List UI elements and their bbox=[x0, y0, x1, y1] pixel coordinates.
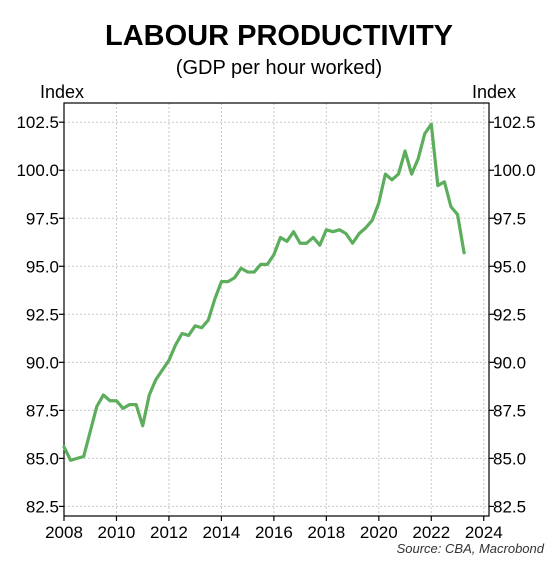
x-tick-label: 2024 bbox=[465, 523, 503, 542]
y-tick-label-left: 85.0 bbox=[26, 449, 59, 468]
y-tick-label-left: 95.0 bbox=[26, 257, 59, 276]
x-axis: 2008 2010 2012 2014 2016 2018 2020 2022 2024 bbox=[45, 516, 503, 542]
y-tick-label-right: 100.0 bbox=[493, 161, 536, 180]
gridlines bbox=[63, 103, 489, 516]
y-tick-label-left: 100.0 bbox=[16, 161, 59, 180]
plot-frame bbox=[63, 102, 490, 517]
y-tick-label-right: 85.0 bbox=[493, 449, 526, 468]
y-axis-label-right: Index bbox=[472, 82, 516, 102]
x-tick-label: 2022 bbox=[412, 523, 450, 542]
y-axis: 82.5 82.5 85.0 85.0 87.5 87.5 90.0 90.0 92.5 92.5… bbox=[16, 113, 535, 516]
y-tick-label-left: 82.5 bbox=[26, 497, 59, 516]
y-tick-label-right: 95.0 bbox=[493, 257, 526, 276]
y-tick-label-right: 90.0 bbox=[493, 353, 526, 372]
y-tick-label-left: 87.5 bbox=[26, 401, 59, 420]
source-note: Source: CBA, Macrobond bbox=[397, 541, 545, 556]
x-tick-label: 2010 bbox=[98, 523, 136, 542]
x-tick-label: 2018 bbox=[307, 523, 345, 542]
x-tick-label: 2016 bbox=[255, 523, 293, 542]
y-tick-label-left: 97.5 bbox=[26, 209, 59, 228]
y-tick-label-right: 92.5 bbox=[493, 305, 526, 324]
y-tick-label-left: 90.0 bbox=[26, 353, 59, 372]
chart-title: LABOUR PRODUCTIVITY bbox=[105, 20, 453, 52]
y-tick-label-right: 97.5 bbox=[493, 209, 526, 228]
x-tick-label: 2020 bbox=[360, 523, 398, 542]
y-tick-label-right: 102.5 bbox=[493, 113, 536, 132]
chart-subtitle: (GDP per hour worked) bbox=[176, 57, 382, 79]
series-line-productivity bbox=[62, 122, 466, 462]
y-tick-label-left: 92.5 bbox=[26, 305, 59, 324]
y-tick-label-right: 87.5 bbox=[493, 401, 526, 420]
y-axis-label-left: Index bbox=[40, 82, 84, 102]
y-tick-label-left: 102.5 bbox=[16, 113, 59, 132]
x-tick-label: 2008 bbox=[45, 523, 83, 542]
x-tick-label: 2012 bbox=[150, 523, 188, 542]
y-tick-label-right: 82.5 bbox=[493, 497, 526, 516]
x-tick-label: 2014 bbox=[202, 523, 240, 542]
